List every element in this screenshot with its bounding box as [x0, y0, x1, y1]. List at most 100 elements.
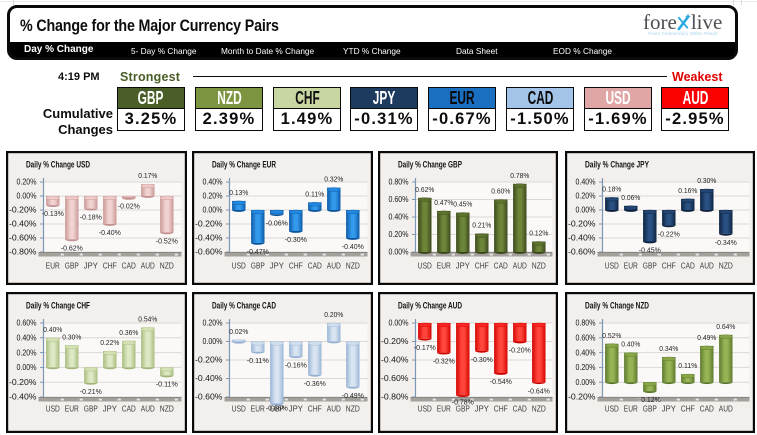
- svg-text:0.36%: 0.36%: [119, 328, 138, 337]
- svg-text:-0.20%: -0.20%: [195, 356, 223, 365]
- svg-text:0.22%: 0.22%: [100, 338, 119, 347]
- svg-text:-0.66%: -0.66%: [266, 404, 288, 413]
- svg-text:USD: USD: [232, 260, 246, 270]
- svg-text:-0.40%: -0.40%: [342, 242, 364, 251]
- svg-text:-0.64%: -0.64%: [528, 386, 550, 395]
- svg-text:CHF: CHF: [681, 404, 695, 414]
- svg-text:0.20%: 0.20%: [203, 319, 223, 328]
- svg-text:CAD: CAD: [700, 404, 714, 414]
- svg-text:-0.40%: -0.40%: [195, 234, 223, 243]
- svg-text:0.20%: 0.20%: [576, 192, 596, 201]
- svg-text:0.13%: 0.13%: [229, 188, 248, 197]
- svg-text:0.00%: 0.00%: [389, 248, 409, 257]
- svg-text:0.20%: 0.20%: [203, 192, 223, 201]
- svg-text:-0.62%: -0.62%: [61, 244, 83, 253]
- svg-text:0.54%: 0.54%: [138, 315, 157, 324]
- svg-text:GBP: GBP: [65, 260, 79, 270]
- svg-text:0.40%: 0.40%: [576, 178, 596, 187]
- svg-text:0.40%: 0.40%: [576, 348, 596, 357]
- svg-text:NZD: NZD: [346, 260, 360, 270]
- svg-text:-0.78%: -0.78%: [452, 398, 474, 407]
- svg-text:AUD: AUD: [141, 404, 155, 414]
- svg-text:CHF: CHF: [494, 404, 508, 414]
- svg-text:-0.40%: -0.40%: [568, 234, 596, 243]
- svg-text:NZD: NZD: [532, 404, 546, 414]
- svg-text:EUR: EUR: [437, 260, 451, 270]
- svg-text:0.30%: 0.30%: [62, 332, 81, 341]
- svg-text:EUR: EUR: [624, 404, 638, 414]
- svg-text:0.45%: 0.45%: [453, 200, 472, 209]
- svg-text:-0.16%: -0.16%: [285, 360, 307, 369]
- svg-text:-0.40%: -0.40%: [99, 228, 121, 237]
- svg-text:0.60%: 0.60%: [491, 187, 510, 196]
- svg-text:-0.20%: -0.20%: [9, 206, 37, 215]
- svg-text:CHF: CHF: [103, 260, 117, 270]
- svg-text:Daily % Change NZD: Daily % Change NZD: [585, 301, 649, 311]
- svg-text:0.00%: 0.00%: [203, 206, 223, 215]
- svg-text:0.20%: 0.20%: [324, 310, 343, 319]
- svg-text:-0.20%: -0.20%: [568, 393, 596, 402]
- svg-text:-0.60%: -0.60%: [568, 248, 596, 257]
- svg-text:-0.40%: -0.40%: [381, 356, 409, 365]
- svg-text:USD: USD: [232, 404, 246, 414]
- svg-text:GBP: GBP: [643, 404, 657, 414]
- svg-text:0.40%: 0.40%: [389, 213, 409, 222]
- svg-text:0.20%: 0.20%: [576, 363, 596, 372]
- svg-text:0.02%: 0.02%: [229, 327, 248, 336]
- svg-text:CAD: CAD: [122, 404, 136, 414]
- svg-text:-0.40%: -0.40%: [9, 220, 37, 229]
- svg-text:-0.34%: -0.34%: [715, 238, 737, 247]
- svg-text:-0.36%: -0.36%: [304, 379, 326, 388]
- svg-text:-0.02%: -0.02%: [118, 202, 140, 211]
- svg-text:GBP: GBP: [643, 260, 657, 270]
- svg-text:0.47%: 0.47%: [434, 198, 453, 207]
- svg-text:0.40%: 0.40%: [17, 334, 37, 343]
- svg-text:0.00%: 0.00%: [17, 363, 37, 372]
- svg-text:EUR: EUR: [437, 404, 451, 414]
- svg-text:JPY: JPY: [662, 404, 676, 414]
- svg-text:-0.13%: -0.13%: [42, 209, 64, 218]
- svg-text:0.18%: 0.18%: [602, 185, 621, 194]
- svg-text:GBP: GBP: [84, 404, 98, 414]
- svg-text:CAD: CAD: [681, 260, 695, 270]
- svg-text:NZD: NZD: [532, 260, 546, 270]
- svg-text:Daily % Change CHF: Daily % Change CHF: [26, 301, 90, 311]
- svg-text:AUD: AUD: [327, 260, 341, 270]
- svg-text:AUD: AUD: [719, 404, 733, 414]
- svg-text:NZD: NZD: [160, 260, 174, 270]
- svg-text:-0.11%: -0.11%: [247, 356, 269, 365]
- svg-text:CAD: CAD: [494, 260, 508, 270]
- svg-text:0.34%: 0.34%: [659, 344, 678, 353]
- svg-text:GBP: GBP: [251, 260, 265, 270]
- svg-text:-0.20%: -0.20%: [9, 378, 37, 387]
- svg-text:-0.60%: -0.60%: [9, 234, 37, 243]
- svg-text:0.60%: 0.60%: [389, 195, 409, 204]
- svg-text:-0.30%: -0.30%: [285, 235, 307, 244]
- svg-text:USD: USD: [418, 404, 432, 414]
- svg-text:CHF: CHF: [662, 260, 676, 270]
- svg-text:JPY: JPY: [475, 404, 489, 414]
- svg-text:CAD: CAD: [513, 404, 527, 414]
- svg-text:-0.17%: -0.17%: [414, 343, 436, 352]
- svg-text:0.52%: 0.52%: [602, 331, 621, 340]
- svg-text:-0.52%: -0.52%: [156, 237, 178, 246]
- svg-text:-0.30%: -0.30%: [471, 355, 493, 364]
- svg-text:GBP: GBP: [456, 404, 470, 414]
- svg-text:0.16%: 0.16%: [678, 186, 697, 195]
- svg-text:-0.47%: -0.47%: [247, 247, 269, 256]
- svg-text:0.80%: 0.80%: [576, 319, 596, 328]
- svg-text:AUD: AUD: [327, 404, 341, 414]
- svg-text:JPY: JPY: [456, 260, 470, 270]
- svg-text:-0.80%: -0.80%: [9, 248, 37, 257]
- svg-text:CAD: CAD: [122, 260, 136, 270]
- svg-text:-0.60%: -0.60%: [195, 248, 223, 257]
- svg-text:0.20%: 0.20%: [17, 348, 37, 357]
- svg-text:-0.80%: -0.80%: [381, 393, 409, 402]
- svg-text:-0.54%: -0.54%: [490, 377, 512, 386]
- svg-text:EUR: EUR: [251, 404, 265, 414]
- svg-text:Daily % Change USD: Daily % Change USD: [26, 160, 90, 170]
- svg-text:Daily % Change GBP: Daily % Change GBP: [398, 160, 462, 170]
- svg-text:CHF: CHF: [289, 260, 303, 270]
- svg-text:USD: USD: [46, 404, 60, 414]
- svg-text:GBP: GBP: [270, 404, 284, 414]
